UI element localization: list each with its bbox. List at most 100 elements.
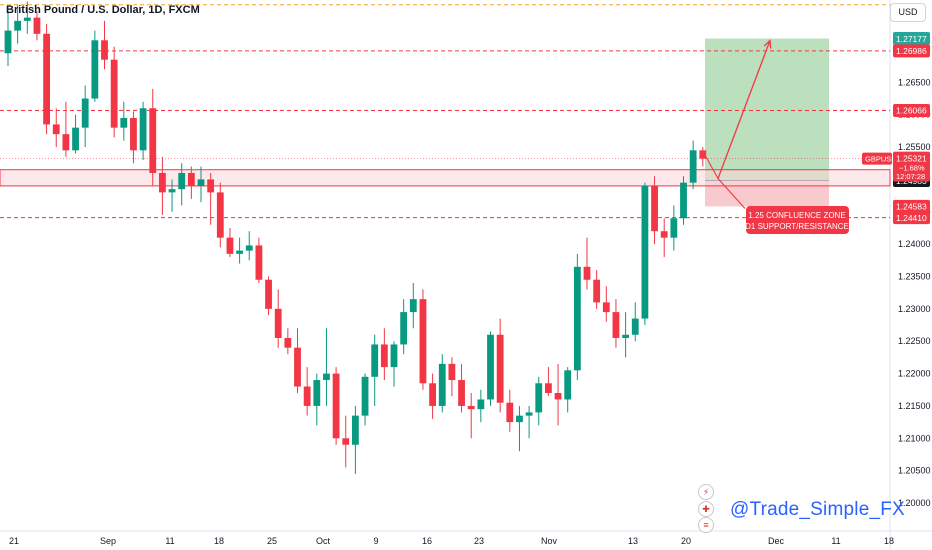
chart-title: British Pound / U.S. Dollar, 1D, FXCM [6,4,200,16]
flash-icon: ⚡ [698,484,714,500]
candle [323,328,330,406]
candle [641,182,649,326]
candle-body [516,415,523,423]
candle [573,253,581,381]
candle [130,111,137,164]
candle-body [573,266,581,371]
candle-body [409,299,417,313]
candle-body [448,363,456,381]
candle-body [14,20,22,31]
candle [680,176,687,225]
candle [159,156,166,216]
y-tick-label: 1.26500 [898,77,931,87]
candle [101,20,108,70]
flag-uk-icon: ✚ [698,501,714,517]
x-tick-label: 25 [267,536,277,546]
candle-body [535,383,543,413]
candle [91,30,99,102]
confluence-zone [0,169,891,187]
annotation-line-2: D1 SUPPORT/RESISTANCE [745,222,849,231]
annotation-box [746,206,849,234]
candle [419,289,427,390]
candle [245,231,253,261]
candle [43,24,50,135]
y-tick-label: 1.20500 [898,466,931,476]
candle-body [236,250,243,254]
candle [380,328,388,381]
candle [52,108,60,148]
candle-body [496,334,504,403]
candle-body [419,299,427,384]
candle-body [651,185,658,232]
x-tick-label: Sep [100,536,116,546]
candle-body [458,380,465,406]
candle [477,389,485,423]
candle [554,363,562,426]
candle-body [699,150,707,159]
candle-body [477,399,485,410]
candle [593,270,601,309]
candle-body [52,124,60,135]
candle-body [660,231,668,238]
y-tick-label: 1.23000 [898,304,931,314]
currency-button[interactable]: USD [890,3,926,22]
candle-body [342,438,350,445]
candle-body [130,117,137,151]
candle-body [23,17,31,21]
candle [352,405,359,474]
price-label-text: 1.26986 [896,46,927,56]
candle-body [178,172,186,190]
candle [313,373,321,426]
candle [110,46,118,138]
x-tick-label: Oct [316,536,331,546]
annotation-pointer [705,156,746,209]
candle-body [33,17,41,34]
current-change-text: −1.68% [899,164,925,173]
x-tick-label: 20 [681,536,691,546]
candle [506,389,514,432]
candle [120,101,128,141]
candle-body [139,108,147,151]
candle-body [4,30,12,54]
candle [342,415,350,468]
candle-body [554,392,562,400]
candle [23,1,31,34]
candle [294,328,301,393]
candle [612,299,620,348]
x-tick-label: 21 [9,536,19,546]
candle-body [612,312,620,338]
price-label-text: 1.24583 [896,202,927,212]
candle [409,282,417,329]
candle [197,166,205,203]
candle [545,367,552,397]
candle-body [226,237,234,254]
y-tick-label: 1.23500 [898,272,931,282]
candle [400,299,408,355]
candle [207,172,215,225]
candle [303,367,311,416]
candle [448,357,456,397]
candle [371,334,379,406]
y-tick-label: 1.21500 [898,401,931,411]
candle [168,179,176,212]
candle [438,354,446,413]
candle [274,289,282,348]
candle-body [110,59,118,128]
target-zone [705,38,829,181]
candle [429,373,436,419]
candle-body [487,334,494,400]
candle-body [265,279,272,309]
countdown-text: 12:07:28 [896,172,925,181]
candle [390,341,398,387]
candle [265,276,272,316]
candle-body [641,185,649,319]
candle [487,331,494,406]
candle-body [400,312,408,345]
candle-body [371,344,379,377]
x-tick-label: 18 [884,536,894,546]
candle [72,114,79,154]
candle [178,163,186,206]
candle-body [101,40,108,60]
candle [564,367,572,413]
